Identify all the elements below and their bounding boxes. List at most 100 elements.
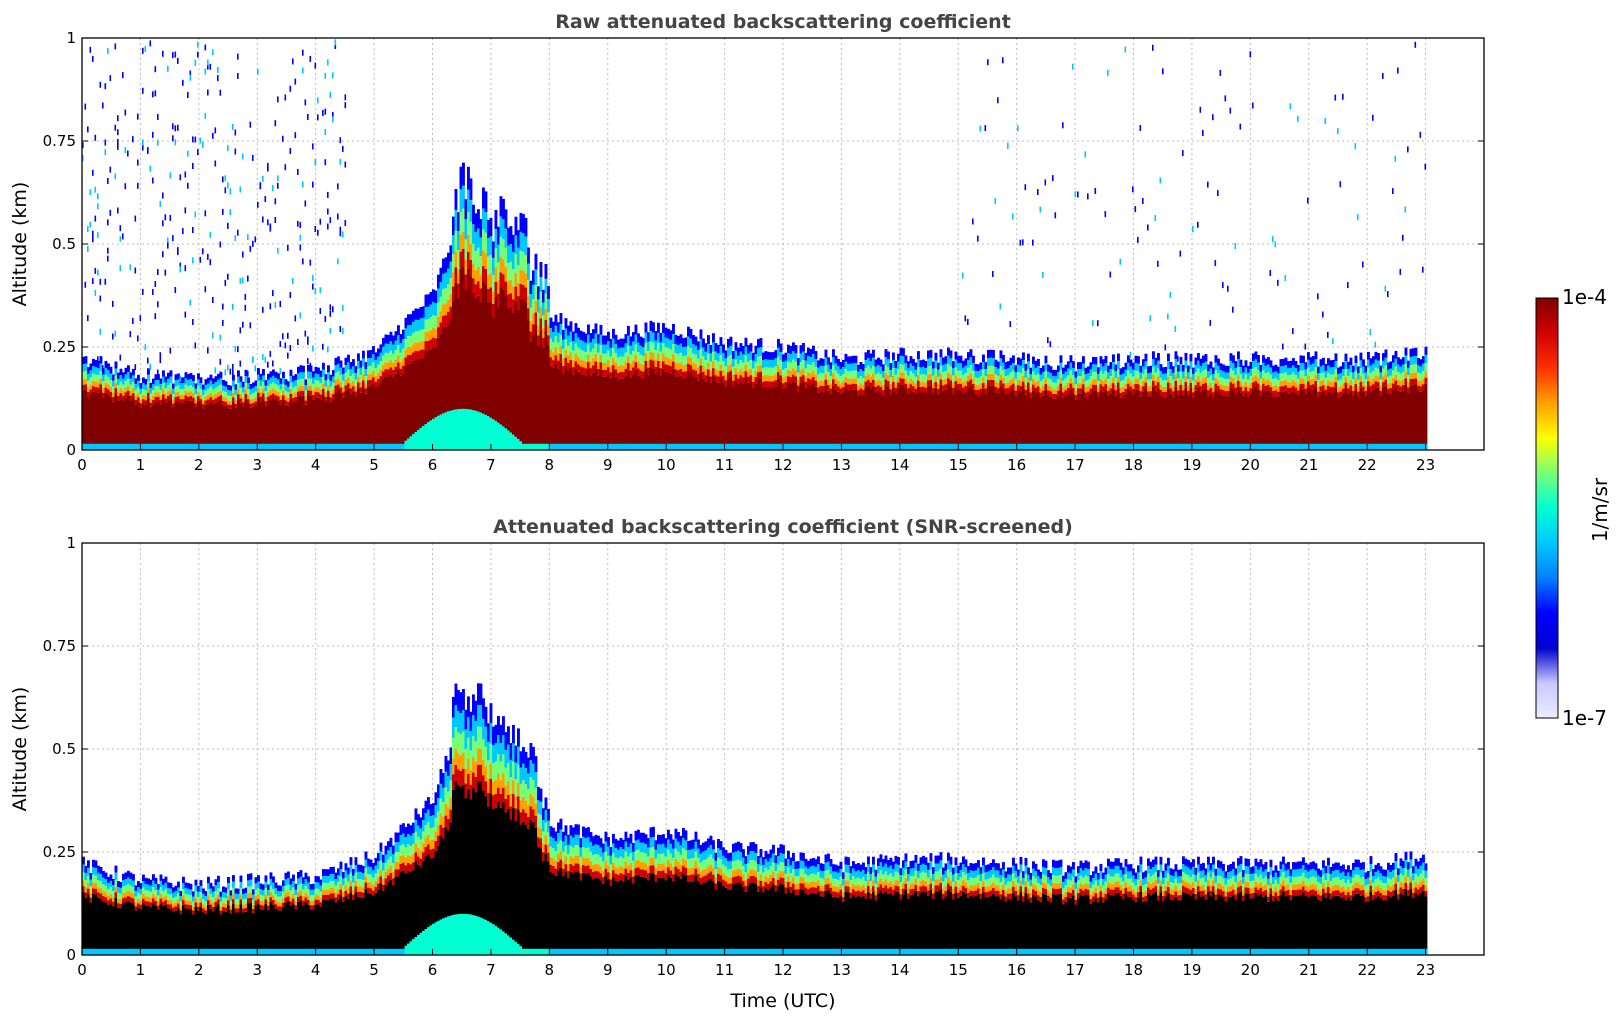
heatmap-cell [147, 368, 150, 375]
heatmap-cell [322, 377, 325, 384]
heatmap-cell [1035, 388, 1038, 393]
heatmap-cell [1307, 387, 1310, 450]
heatmap-cell [617, 349, 620, 358]
heatmap-cell [1227, 396, 1230, 450]
noise-cell [205, 286, 207, 292]
heatmap-cell [290, 376, 293, 382]
heatmap-cell [295, 909, 298, 955]
heatmap-cell [1165, 367, 1168, 374]
heatmap-cell [677, 377, 680, 450]
heatmap-cell [1370, 366, 1373, 373]
heatmap-cell [160, 379, 163, 385]
heatmap-cell [490, 218, 493, 237]
heatmap-cell [872, 374, 875, 380]
noise-cell [255, 365, 257, 371]
heatmap-cell [695, 337, 698, 346]
heatmap-cell [985, 369, 988, 376]
heatmap-cell [1380, 386, 1383, 391]
heatmap-cell [1392, 444, 1395, 450]
heatmap-cell [830, 383, 833, 388]
heatmap-cell [697, 350, 700, 359]
heatmap-cell [810, 349, 813, 357]
heatmap-cell [965, 391, 968, 450]
heatmap-cell [795, 362, 798, 370]
noise-cell [190, 75, 192, 81]
heatmap-cell [1212, 367, 1215, 374]
heatmap-cell [120, 900, 123, 904]
heatmap-cell [380, 361, 383, 369]
heatmap-cell [187, 392, 190, 397]
heatmap-cell [1135, 363, 1138, 371]
heatmap-cell [927, 359, 930, 367]
heatmap-cell [110, 894, 113, 899]
heatmap-cell [627, 363, 630, 370]
heatmap-cell [157, 890, 160, 896]
heatmap-cell [960, 378, 963, 384]
heatmap-cell [1207, 385, 1210, 390]
heatmap-cell [577, 328, 580, 338]
heatmap-cell [332, 383, 335, 389]
heatmap-cell [255, 381, 258, 387]
noise-cell [1025, 184, 1027, 190]
heatmap-cell [205, 400, 208, 404]
heatmap-cell [1115, 365, 1118, 372]
heatmap-cell [1232, 378, 1235, 384]
heatmap-cell [970, 444, 973, 450]
noise-cell [297, 221, 299, 227]
heatmap-cell [1122, 397, 1125, 450]
heatmap-cell [1140, 379, 1143, 386]
heatmap-cell [202, 404, 205, 408]
heatmap-cell [967, 387, 970, 450]
noise-cell [120, 236, 122, 242]
heatmap-cell [220, 391, 223, 396]
noise-cell [180, 174, 182, 180]
heatmap-cell [260, 380, 263, 386]
heatmap-cell [470, 244, 473, 260]
heatmap-cell [1052, 394, 1055, 399]
noise-cell [217, 75, 219, 81]
heatmap-cell [1380, 391, 1383, 396]
heatmap-cell [860, 362, 863, 369]
heatmap-cell [1125, 389, 1128, 394]
heatmap-cell [122, 949, 125, 955]
heatmap-cell [605, 336, 608, 345]
heatmap-cell [1210, 393, 1213, 450]
heatmap-cell [542, 348, 545, 451]
heatmap-cell [815, 351, 818, 359]
heatmap-cell [222, 892, 225, 898]
heatmap-cell [1395, 351, 1398, 359]
heatmap-cell [912, 392, 915, 450]
noise-cell [95, 135, 97, 141]
heatmap-cell [305, 385, 308, 391]
noise-cell [312, 275, 314, 281]
noise-cell [1317, 293, 1319, 299]
heatmap-cell [477, 281, 480, 295]
heatmap-cell [147, 891, 150, 897]
heatmap-cell [1362, 444, 1365, 450]
heatmap-cell [1187, 391, 1190, 396]
noise-cell [197, 42, 199, 48]
heatmap-cell [997, 376, 1000, 383]
heatmap-cell [777, 357, 780, 366]
heatmap-cell [90, 873, 93, 880]
heatmap-cell [227, 405, 230, 409]
heatmap-cell [160, 899, 163, 904]
heatmap-cell [357, 353, 360, 361]
heatmap-cell [1337, 397, 1340, 450]
heatmap-cell [947, 444, 950, 450]
heatmap-cell [722, 376, 725, 382]
noise-cell [1142, 198, 1144, 204]
heatmap-cell [302, 444, 305, 450]
heatmap-cell [657, 444, 660, 450]
heatmap-cell [1032, 379, 1035, 385]
heatmap-cell [250, 893, 253, 898]
heatmap-cell [1285, 444, 1288, 450]
heatmap-cell [130, 949, 133, 955]
heatmap-cell [1060, 384, 1063, 390]
heatmap-cell [155, 890, 158, 896]
heatmap-cell [327, 396, 330, 450]
heatmap-cell [1370, 358, 1373, 365]
noise-cell [155, 66, 157, 72]
heatmap-cell [1042, 372, 1045, 379]
heatmap-cell [87, 883, 90, 889]
